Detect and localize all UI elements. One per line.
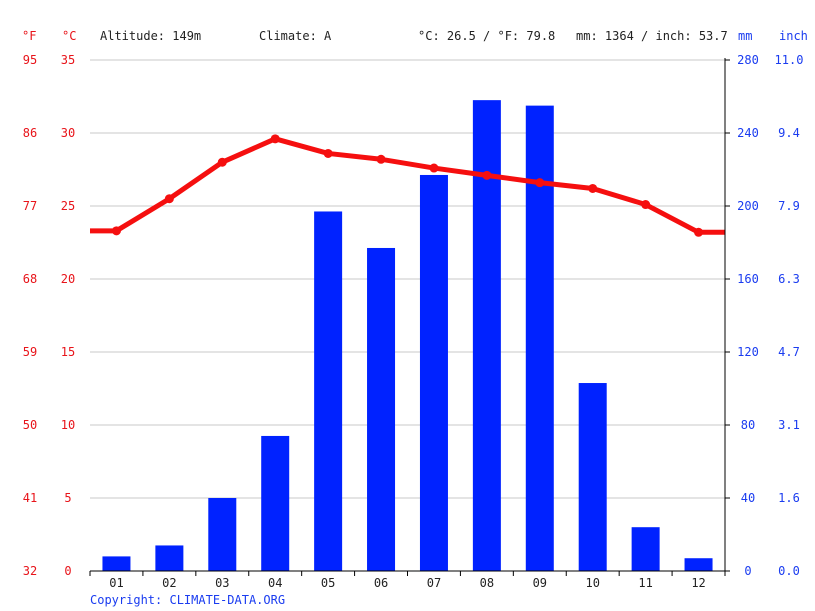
precip-bar [525, 105, 554, 571]
mm-tick-label: 160 [737, 272, 759, 286]
unit-mm-label: mm [738, 29, 752, 43]
header: °F °C Altitude: 149m Climate: A °C: 26.5… [22, 29, 808, 43]
f-tick-label: 95 [23, 53, 37, 67]
precip-bar [314, 211, 343, 571]
f-tick-label: 50 [23, 418, 37, 432]
c-tick-label: 25 [61, 199, 75, 213]
inch-tick-label: 3.1 [778, 418, 800, 432]
month-tick-label: 09 [533, 576, 547, 590]
f-tick-label: 77 [23, 199, 37, 213]
temperature-point [376, 154, 386, 164]
inch-tick-label: 1.6 [778, 491, 800, 505]
inch-tick-label: 6.3 [778, 272, 800, 286]
precip-bar [631, 527, 660, 571]
inch-tick-label: 11.0 [775, 53, 804, 67]
mm-tick-label: 200 [737, 199, 759, 213]
inch-tick-label: 9.4 [778, 126, 800, 140]
temp-average-label: °C: 26.5 / °F: 79.8 [418, 29, 555, 43]
month-tick-label: 08 [480, 576, 494, 590]
month-tick-label: 12 [691, 576, 705, 590]
mm-tick-label: 80 [741, 418, 755, 432]
month-tick-label: 04 [268, 576, 282, 590]
precip-bar [367, 247, 396, 571]
altitude-label: Altitude: 149m [100, 29, 201, 43]
inch-tick-label: 7.9 [778, 199, 800, 213]
unit-inch-label: inch [779, 29, 808, 43]
temperature-line [90, 134, 725, 237]
inch-tick-label: 4.7 [778, 345, 800, 359]
mm-tick-label: 240 [737, 126, 759, 140]
month-tick-label: 02 [162, 576, 176, 590]
tick-labels: 95 35 280 11.0 86 30 240 9.4 77 25 200 7.9 68 20 160 6.… [23, 53, 804, 590]
month-tick-label: 03 [215, 576, 229, 590]
temperature-point [535, 178, 545, 188]
precip-bar [419, 174, 448, 571]
temperature-point [429, 163, 439, 173]
mm-tick-label: 120 [737, 345, 759, 359]
temperature-point [641, 200, 651, 210]
c-tick-label: 20 [61, 272, 75, 286]
month-tick-label: 07 [427, 576, 441, 590]
temperature-point [217, 157, 227, 167]
month-tick-label: 05 [321, 576, 335, 590]
precip-total-label: mm: 1364 / inch: 53.7 [576, 29, 728, 43]
precip-bar [578, 383, 607, 571]
month-tick-label: 10 [585, 576, 599, 590]
temperature-point [164, 194, 174, 204]
precipitation-bars [102, 100, 713, 572]
unit-c-label: °C [62, 29, 76, 43]
c-tick-label: 15 [61, 345, 75, 359]
temperature-point [323, 148, 333, 158]
precip-bar [261, 435, 290, 571]
c-tick-label: 5 [64, 491, 71, 505]
c-tick-label: 0 [64, 564, 71, 578]
month-tick-label: 06 [374, 576, 388, 590]
precip-bar [102, 556, 131, 571]
f-tick-label: 41 [23, 491, 37, 505]
temperature-series-line [90, 136, 725, 235]
c-tick-label: 10 [61, 418, 75, 432]
f-tick-label: 68 [23, 272, 37, 286]
mm-tick-label: 280 [737, 53, 759, 67]
precip-bar [155, 545, 184, 571]
temperature-point [694, 227, 704, 237]
axes [89, 58, 730, 576]
temperature-point [588, 183, 598, 193]
climate-label: Climate: A [259, 29, 332, 43]
temperature-point [482, 170, 492, 180]
c-tick-label: 35 [61, 53, 75, 67]
f-tick-label: 59 [23, 345, 37, 359]
gridlines [90, 59, 725, 499]
unit-f-label: °F [22, 29, 36, 43]
f-tick-label: 86 [23, 126, 37, 140]
temperature-point [111, 226, 121, 236]
precip-bar [684, 558, 713, 571]
month-tick-label: 11 [638, 576, 652, 590]
precip-bar [208, 498, 237, 571]
f-tick-label: 32 [23, 564, 37, 578]
temperature-point [270, 134, 280, 144]
inch-tick-label: 0.0 [778, 564, 800, 578]
month-tick-label: 01 [109, 576, 123, 590]
precip-bar [472, 100, 501, 572]
c-tick-label: 30 [61, 126, 75, 140]
mm-tick-label: 0 [744, 564, 751, 578]
copyright-link[interactable]: Copyright: CLIMATE-DATA.ORG [90, 593, 285, 607]
mm-tick-label: 40 [741, 491, 755, 505]
